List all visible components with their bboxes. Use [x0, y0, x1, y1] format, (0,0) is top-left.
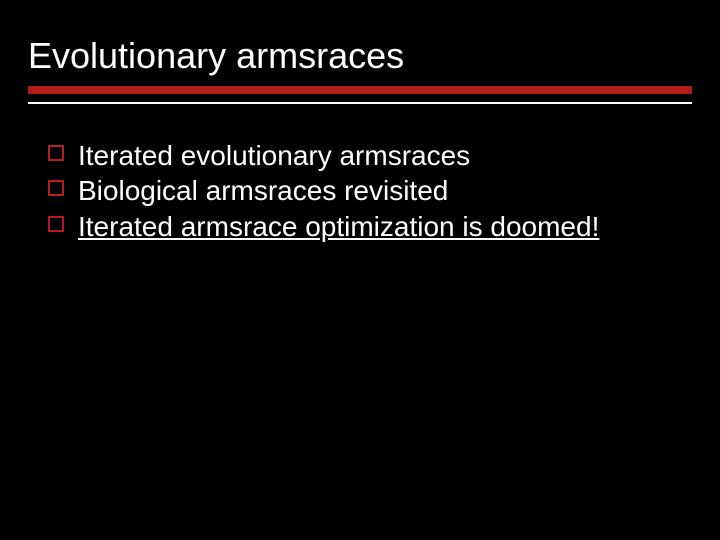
slide-title: Evolutionary armsraces — [28, 36, 692, 76]
bullet-text: Biological armsraces revisited — [78, 175, 448, 206]
bullet-list: Iterated evolutionary armsraces Biologic… — [28, 138, 692, 245]
bullet-text: Iterated evolutionary armsraces — [78, 140, 470, 171]
bullet-item: Iterated armsrace optimization is doomed… — [48, 209, 692, 245]
bullet-text: Iterated armsrace optimization is doomed… — [78, 211, 599, 242]
slide: Evolutionary armsraces Iterated evolutio… — [0, 0, 720, 540]
bullet-item: Iterated evolutionary armsraces — [48, 138, 692, 174]
title-rule — [28, 86, 692, 94]
bullet-item: Biological armsraces revisited — [48, 173, 692, 209]
title-rule-thin — [28, 102, 692, 104]
